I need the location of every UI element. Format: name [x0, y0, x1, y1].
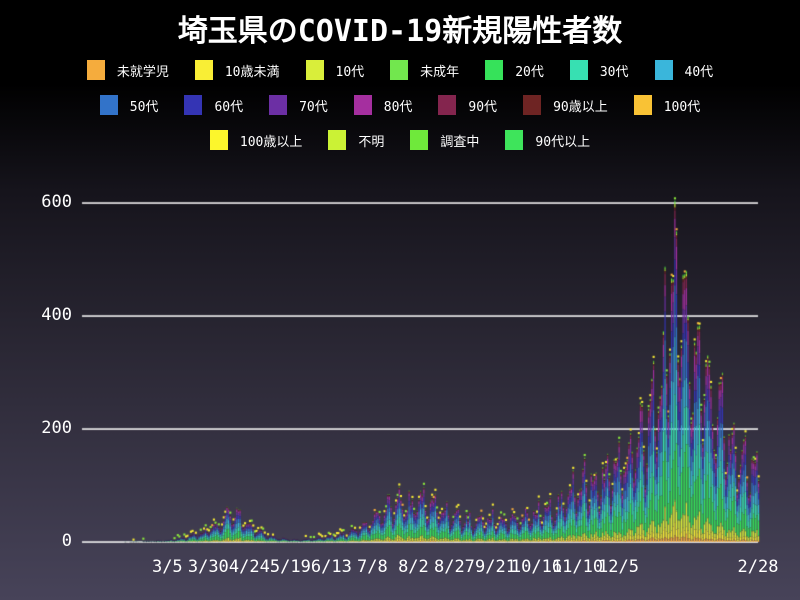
- x-tick-label-6/13: 6/13: [310, 557, 352, 577]
- legend-label: 不明: [358, 134, 385, 150]
- legend-swatch-icon: [505, 130, 524, 150]
- x-tick-label-8/2: 8/2: [398, 557, 429, 577]
- chart-header: 埼玉県のCOVID-19新規陽性者数 未就学児 10歳未満 10代 未成年 20代 30代…: [0, 0, 800, 150]
- legend-item-調査中: 調査中: [410, 130, 479, 150]
- legend-item-30代: 30代: [569, 60, 629, 80]
- legend-label: 70代: [299, 99, 328, 115]
- legend-label: 90代以上: [535, 134, 591, 150]
- legend-item-10代: 10代: [305, 60, 365, 80]
- legend-label: 50代: [129, 99, 159, 115]
- legend-swatch-icon: [194, 60, 213, 80]
- legend-swatch-icon: [269, 95, 288, 115]
- x-tick-label-2/28: 2/28: [737, 557, 779, 577]
- x-tick-label-12/5: 12/5: [598, 557, 640, 577]
- legend-swatch-icon: [353, 95, 372, 115]
- legend-label: 30代: [599, 64, 629, 80]
- legend-item-60代: 60代: [184, 95, 243, 115]
- legend-swatch-icon: [209, 130, 228, 150]
- chart-title: 埼玉県のCOVID-19新規陽性者数: [177, 14, 623, 49]
- legend-item-不明: 不明: [328, 130, 384, 150]
- legend-label: 10歳未満: [224, 64, 280, 80]
- legend-swatch-icon: [633, 95, 652, 115]
- legend-label: 調査中: [440, 134, 480, 150]
- legend-label: 20代: [515, 64, 544, 80]
- legend-label: 90代: [468, 99, 498, 115]
- legend-label: 未成年: [420, 64, 460, 80]
- legend-item-100歳以上: 100歳以上: [209, 130, 303, 150]
- legend-swatch-icon: [305, 60, 324, 80]
- legend-swatch-icon: [485, 60, 504, 80]
- legend-label: 10代: [335, 64, 365, 80]
- legend-label: 100代: [663, 99, 701, 115]
- legend-swatch-icon: [438, 95, 457, 115]
- legend-swatch-icon: [328, 130, 347, 150]
- legend: 未就学児 10歳未満 10代 未成年 20代 30代 40代 50代 60代 70代 80代 90代 9…: [0, 60, 800, 150]
- legend-label: 90歳以上: [553, 99, 608, 115]
- x-tick-label-10/16: 10/16: [510, 557, 563, 577]
- y-tick-label-600: 600: [41, 192, 72, 212]
- legend-swatch-icon: [99, 95, 118, 115]
- legend-item-未就学児: 未就学児: [86, 60, 169, 80]
- legend-item-100代: 100代: [633, 95, 701, 115]
- legend-label: 100歳以上: [239, 134, 303, 150]
- y-tick-label-0: 0: [61, 531, 72, 551]
- y-tick-label-200: 200: [41, 418, 72, 438]
- legend-label: 40代: [684, 64, 714, 80]
- legend-row-3: 100歳以上 不明 調査中 90代以上: [209, 130, 590, 150]
- legend-item-90歳以上: 90歳以上: [523, 95, 608, 115]
- legend-label: 80代: [383, 99, 413, 115]
- legend-item-80代: 80代: [353, 95, 413, 115]
- x-tick-label-5/19: 5/19: [269, 557, 311, 577]
- legend-item-70代: 70代: [269, 95, 328, 115]
- x-tick-label-3/5: 3/5: [151, 557, 183, 577]
- x-tick-label-8/27: 8/27: [433, 557, 475, 577]
- legend-label: 60代: [214, 99, 244, 115]
- legend-swatch-icon: [184, 95, 203, 115]
- x-tick-label-11/10: 11/10: [551, 557, 604, 577]
- legend-swatch-icon: [86, 60, 105, 80]
- x-tick-label-7/8: 7/8: [357, 557, 388, 577]
- legend-item-90代以上: 90代以上: [505, 130, 590, 150]
- y-tick-label-400: 400: [41, 305, 72, 325]
- legend-swatch-icon: [654, 60, 673, 80]
- legend-swatch-icon: [390, 60, 409, 80]
- x-tick-label-9/21: 9/21: [474, 557, 516, 577]
- legend-item-未成年: 未成年: [390, 60, 459, 80]
- x-tick-label-4/24: 4/24: [228, 557, 270, 577]
- legend-item-90代: 90代: [438, 95, 497, 115]
- legend-swatch-icon: [523, 95, 542, 115]
- legend-row-2: 50代 60代 70代 80代 90代 90歳以上 100代: [99, 95, 701, 115]
- legend-row-1: 未就学児 10歳未満 10代 未成年 20代 30代 40代: [86, 60, 714, 80]
- x-tick-label-3/30: 3/30: [187, 557, 229, 577]
- legend-swatch-icon: [569, 60, 588, 80]
- legend-label: 未就学児: [116, 64, 169, 80]
- legend-item-50代: 50代: [99, 95, 159, 115]
- legend-item-40代: 40代: [654, 60, 714, 80]
- legend-swatch-icon: [410, 130, 429, 150]
- legend-item-20代: 20代: [485, 60, 544, 80]
- legend-item-10歳未満: 10歳未満: [194, 60, 280, 80]
